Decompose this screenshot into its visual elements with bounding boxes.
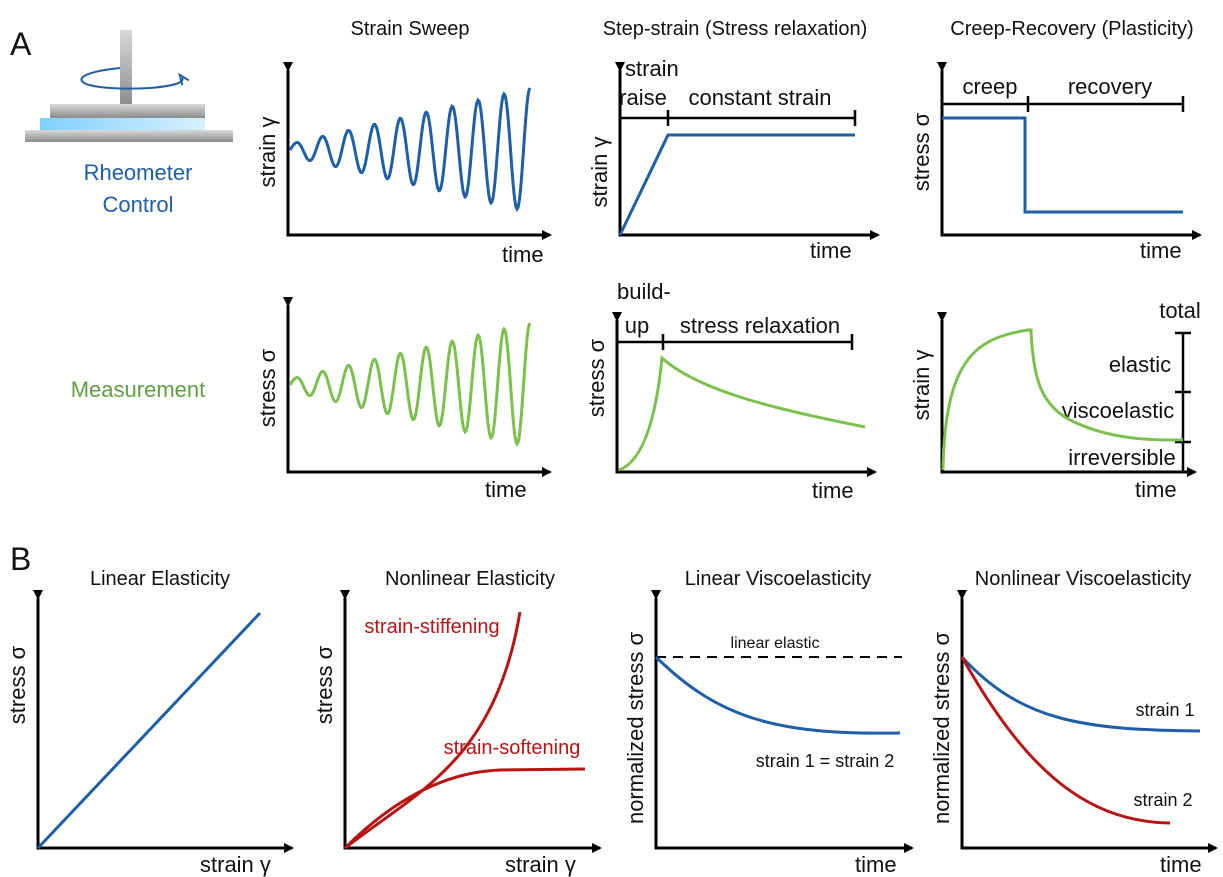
axes xyxy=(937,62,1202,240)
y-label: stress σ xyxy=(584,338,609,417)
curve xyxy=(654,655,901,735)
x-label: time xyxy=(855,852,897,877)
rheometer-icon xyxy=(25,30,233,142)
panel-title: Nonlinear Viscoelasticity xyxy=(975,568,1191,590)
level-label: viscoelastic xyxy=(1062,398,1174,423)
curve xyxy=(288,87,532,212)
level-label: elastic xyxy=(1109,352,1171,377)
y-label: strain γ xyxy=(909,350,934,421)
x-label: strain γ xyxy=(200,852,271,877)
curve-label: strain 2 xyxy=(1133,790,1192,810)
y-label: normalized stress σ xyxy=(929,632,954,825)
phase-label: constant strain xyxy=(688,85,831,110)
phase-label: raise xyxy=(619,85,667,110)
panel-title: Creep-Recovery (Plasticity) xyxy=(950,18,1193,40)
panel-title: Linear Viscoelasticity xyxy=(685,568,871,590)
axes xyxy=(283,62,552,240)
y-label: strain γ xyxy=(255,117,280,188)
section-label: B xyxy=(10,541,31,577)
phase-label: creep xyxy=(962,74,1017,99)
axes xyxy=(937,312,1197,477)
y-label: stress σ xyxy=(909,112,934,191)
y-label: stress σ xyxy=(255,348,280,427)
phase-bar xyxy=(617,334,854,350)
curve-label: strain-softening xyxy=(444,737,581,759)
phase-label: up xyxy=(625,313,649,338)
phase-bar xyxy=(942,96,1185,112)
phase-label: build- xyxy=(617,279,671,304)
curve xyxy=(960,656,1171,825)
curve-label: strain-stiffening xyxy=(364,616,499,638)
x-label: time xyxy=(812,478,854,503)
curve xyxy=(344,611,522,850)
section-label: A xyxy=(10,26,32,62)
measurement-label: Measurement xyxy=(71,377,206,402)
level-label: irreversible xyxy=(1068,445,1176,470)
curve xyxy=(343,767,586,850)
curve xyxy=(942,116,1183,214)
y-label: normalized stress σ xyxy=(623,632,648,825)
curve-label: strain 1 = strain 2 xyxy=(756,751,895,771)
curve xyxy=(288,322,532,447)
phase-bar xyxy=(620,110,857,126)
phase-label: recovery xyxy=(1068,74,1152,99)
y-label: stress σ xyxy=(312,645,337,724)
rheometer-label: Control xyxy=(103,192,174,217)
x-label: time xyxy=(485,477,527,502)
curve xyxy=(960,655,1201,733)
axes xyxy=(957,590,1218,853)
phase-label: strain xyxy=(625,56,679,81)
level-label: total xyxy=(1159,298,1201,323)
x-label: strain γ xyxy=(505,852,576,877)
curve xyxy=(618,133,855,236)
panel-title: Nonlinear Elasticity xyxy=(385,568,555,590)
axes xyxy=(651,590,914,853)
phase-label: stress relaxation xyxy=(680,313,840,338)
x-label: time xyxy=(502,242,544,267)
x-label: time xyxy=(810,238,852,263)
rheometer-label: Rheometer xyxy=(84,160,193,185)
panel-title: Strain Sweep xyxy=(351,18,470,40)
y-label: strain γ xyxy=(587,137,612,208)
panel-title: Step-strain (Stress relaxation) xyxy=(603,18,868,40)
level-bar xyxy=(1175,331,1191,472)
curve xyxy=(36,611,262,850)
curve xyxy=(618,354,866,472)
x-label: time xyxy=(1135,477,1177,502)
curve-label: strain 1 xyxy=(1135,700,1194,720)
axes xyxy=(612,312,877,477)
x-label: time xyxy=(1160,852,1202,877)
y-label: stress σ xyxy=(5,645,30,724)
panel-title: Linear Elasticity xyxy=(90,568,230,590)
x-label: time xyxy=(1140,238,1182,263)
reference-label: linear elastic xyxy=(731,635,820,652)
curve xyxy=(941,328,1184,471)
axes xyxy=(283,297,552,477)
axes xyxy=(33,590,294,853)
